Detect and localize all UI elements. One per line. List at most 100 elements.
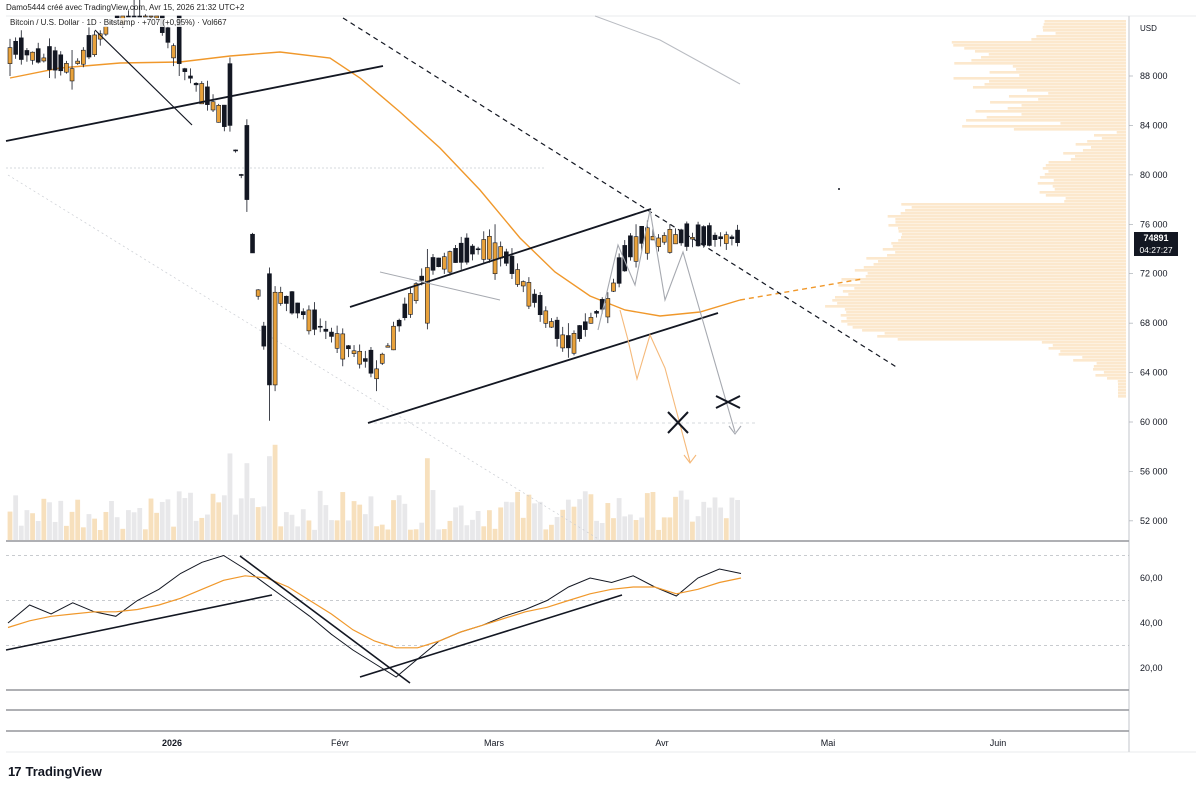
volume-bar [441,529,447,540]
grey-arrow-head [728,425,742,435]
volume-bar [80,527,86,540]
volume-profile-bar [1060,350,1126,353]
volume-bar [97,529,103,540]
volume-profile-bar [1016,68,1126,71]
volume-bar [205,514,210,540]
candle-body [272,291,278,386]
candle-body [306,309,312,332]
bearish-scenario-path-grey [597,209,736,433]
volume-profile-bar [989,71,1126,74]
channel-bottom-line[interactable] [367,312,719,424]
time-tick-label: Avr [655,738,668,748]
rsi-down-trendline[interactable] [239,555,411,684]
volume-bar [520,517,526,540]
rsi-trendline-left[interactable] [5,594,273,651]
descending-resistance-line[interactable] [342,17,899,369]
candle-body [216,105,221,123]
author-caption: Damo5444 créé avec TradingView.com, Avr … [6,3,245,12]
tradingview-logo-icon: 17 [8,764,22,779]
volume-profile-bar [1055,32,1126,35]
volume-profile-bar [901,203,1126,206]
volume-profile [825,20,1126,398]
volume-profile-bar [1096,362,1126,365]
candle-body [13,40,18,55]
short-down-trendline[interactable] [94,29,193,126]
volume-profile-bar [1065,197,1126,200]
volume-profile-bar [895,221,1126,224]
volume-profile-bar [882,248,1126,251]
volume-bar [7,511,13,540]
moving-average-line [9,51,741,317]
volume-profile-bar [863,266,1126,269]
candle-body [582,321,588,330]
candle-body [661,235,667,243]
volume-profile-bar [974,50,1126,53]
volume-profile-bar [834,296,1126,299]
volume-bar [193,520,199,540]
candle-body [639,225,644,244]
candle-body [363,358,368,362]
volume-profile-bar [867,272,1126,275]
tradingview-logo[interactable]: 17 TradingView [8,764,102,779]
volume-profile-bar [852,326,1126,329]
volume-profile-bar [884,332,1126,335]
candle-body [458,242,464,263]
volume-profile-bar [966,119,1126,122]
rsi-tick-label: 20,00 [1140,663,1163,673]
volume-profile-bar [1107,377,1126,380]
volume-profile-bar [1118,395,1126,398]
volume-bar [368,496,374,540]
candle-body [447,251,453,273]
candle-body [250,233,255,254]
candle-body [126,15,131,18]
candle-body [481,239,487,260]
candle-body [498,246,503,259]
volume-bar [408,529,413,540]
candle-body [86,35,92,58]
candle-body [278,292,284,304]
volume-bar [667,517,673,540]
candle-body [244,125,250,200]
candle-body [594,311,599,314]
volume-bar [233,514,238,540]
candle-body [205,86,210,105]
candle-body [622,245,628,272]
volume-bar [673,496,678,540]
candle-body [537,295,543,316]
volume-bar [543,529,549,540]
volume-bar [13,495,19,540]
volume-bar [503,501,509,540]
volume-profile-bar [953,44,1126,47]
candle-body [413,283,419,301]
candle-body [464,237,470,263]
volume-bar [391,500,396,540]
volume-profile-bar [1093,365,1126,368]
volume-bar [549,524,554,540]
volume-bar [718,507,724,540]
candle-body [430,257,436,271]
volume-bar [295,526,301,540]
candle-body [560,334,566,349]
candle-body [723,234,729,244]
volume-bar [362,514,368,540]
candle-body [300,311,306,315]
volume-profile-bar [1043,29,1126,32]
volume-bar [470,519,475,540]
candle-body [18,37,24,60]
volume-profile-bar [1044,20,1126,23]
volume-profile-bar [892,245,1126,248]
candle-body [453,248,458,263]
candle-body [295,302,300,314]
volume-profile-bar [972,86,1126,89]
candle-body [667,229,673,253]
channel-top-line[interactable] [349,208,652,308]
candle-body [701,226,707,246]
rsi-up-trendline[interactable] [359,594,623,678]
price-tick-label: 80 000 [1140,170,1168,180]
volume-bar [537,501,543,540]
volume-profile-bar [887,254,1126,257]
volume-profile-bar [846,317,1126,320]
symbol-legend[interactable]: Bitcoin / U.S. Dollar · 1D · Bitstamp · … [8,18,229,27]
upper-support-trendline[interactable] [5,65,384,142]
